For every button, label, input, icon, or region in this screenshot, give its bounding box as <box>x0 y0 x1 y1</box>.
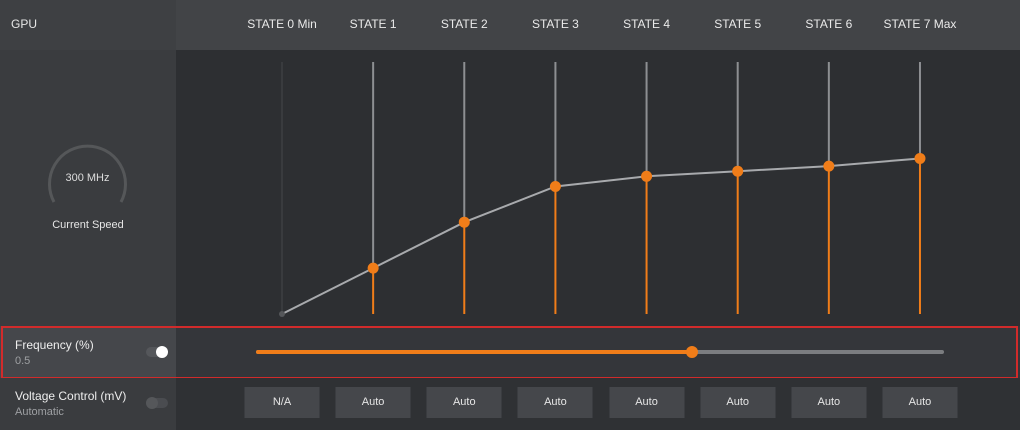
frequency-value: 0.5 <box>15 355 31 367</box>
state-label: STATE 6 <box>805 17 853 31</box>
state-label: STATE 0 Min <box>247 17 317 31</box>
curve-point <box>549 181 561 192</box>
voltage-state-button[interactable]: Auto <box>426 387 502 418</box>
voltage-label: Voltage Control (mV) <box>15 389 127 403</box>
frequency-toggle-knob <box>156 346 168 358</box>
curve-point <box>458 216 470 228</box>
voltage-toggle-knob <box>146 397 158 409</box>
state-label: STATE 5 <box>714 17 762 31</box>
curve-point <box>914 152 926 164</box>
state-label: STATE 2 <box>440 17 488 31</box>
voltage-state-button[interactable]: Auto <box>335 387 411 418</box>
current-speed-label: Current Speed <box>52 219 124 231</box>
frequency-slider[interactable] <box>256 346 944 358</box>
voltage-state-button[interactable]: Auto <box>517 387 593 418</box>
curve-point <box>823 160 835 172</box>
voltage-state-button[interactable]: Auto <box>791 387 867 418</box>
speed-gauge-icon <box>48 144 127 203</box>
curve-point <box>279 311 285 317</box>
state-label: STATE 7 Max <box>883 17 957 31</box>
voltage-toggle[interactable] <box>146 397 168 409</box>
curve-point <box>367 262 379 274</box>
graph-area <box>176 50 1020 326</box>
voltage-state-button[interactable]: N/A <box>244 387 320 418</box>
voltage-state-button[interactable]: Auto <box>700 387 776 418</box>
frequency-slider-thumb[interactable] <box>685 346 698 358</box>
curve-point <box>641 170 653 182</box>
voltage-state-button[interactable]: Auto <box>609 387 685 418</box>
current-speed-value: 300 MHz <box>65 172 110 184</box>
voltage-state-button[interactable]: Auto <box>882 387 958 418</box>
voltage-mode: Automatic <box>15 406 64 418</box>
frequency-curve-line <box>281 157 921 315</box>
curve-point <box>732 165 744 177</box>
state-label: STATE 1 <box>349 17 397 31</box>
frequency-toggle[interactable] <box>146 346 168 358</box>
frequency-slider-fill <box>256 350 692 354</box>
state-label: STATE 4 <box>623 17 670 31</box>
gpu-title: GPU <box>11 17 38 31</box>
header-left <box>0 0 176 50</box>
frequency-label: Frequency (%) <box>15 338 94 352</box>
state-label: STATE 3 <box>531 17 579 31</box>
